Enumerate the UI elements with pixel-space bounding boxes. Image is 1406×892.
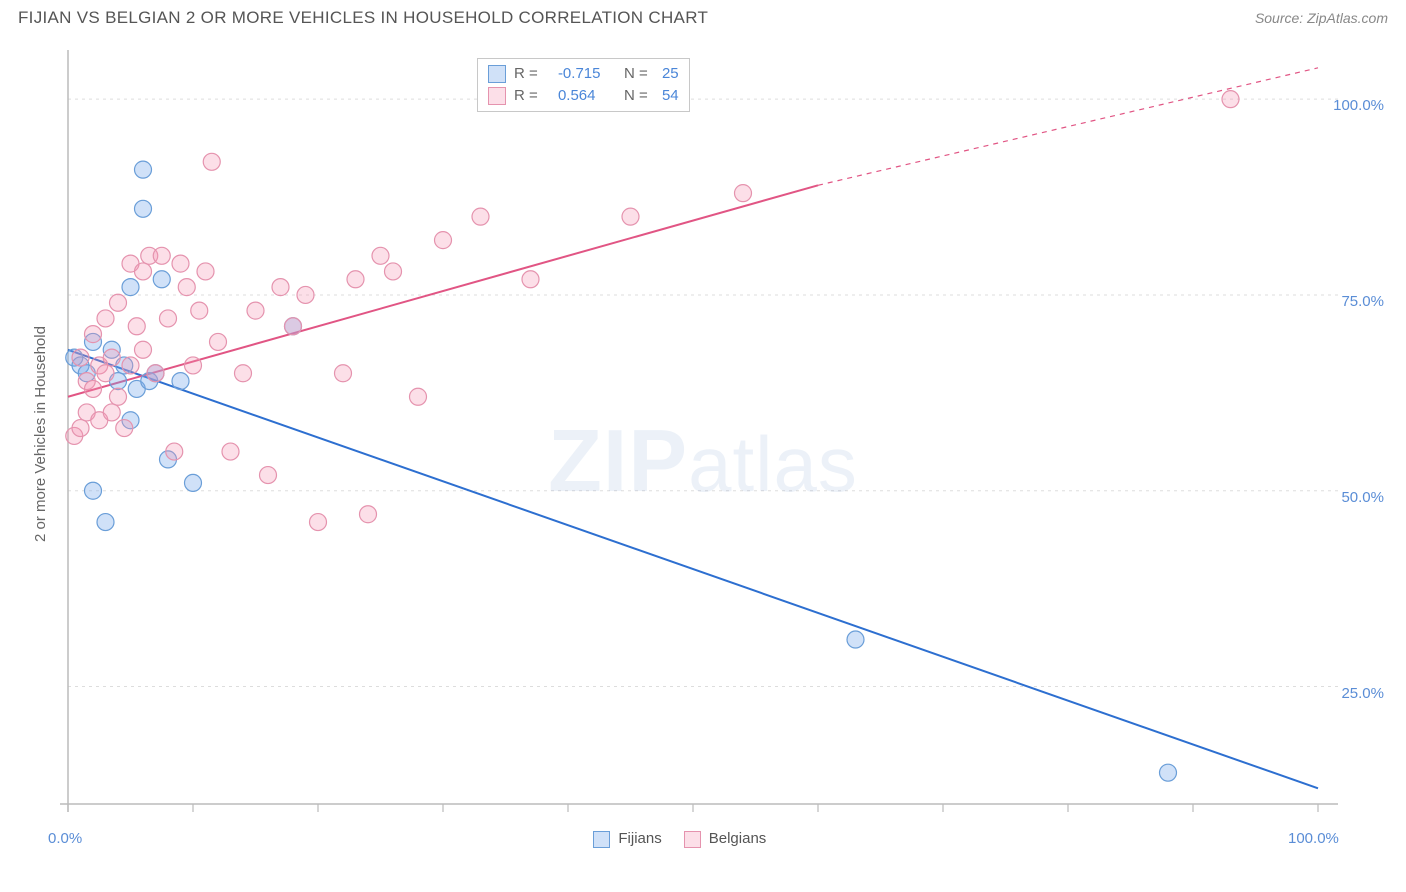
r-value: 0.564 — [558, 85, 616, 107]
x-tick-label-left: 0.0% — [48, 830, 82, 847]
n-label: N = — [624, 63, 654, 85]
stat-legend-row: R = -0.715 N = 25 — [488, 63, 679, 85]
legend-swatch — [488, 65, 506, 83]
correlation-stats-legend: R = -0.715 N = 25 R = 0.564 N = 54 — [477, 58, 690, 112]
legend-swatch — [593, 831, 610, 848]
r-value: -0.715 — [558, 63, 616, 85]
n-value: 25 — [662, 63, 679, 85]
chart-title: FIJIAN VS BELGIAN 2 OR MORE VEHICLES IN … — [18, 8, 708, 28]
scatter-chart-svg — [18, 44, 1388, 878]
title-bar: FIJIAN VS BELGIAN 2 OR MORE VEHICLES IN … — [0, 0, 1406, 36]
y-tick-label: 100.0% — [1333, 97, 1384, 114]
r-label: R = — [514, 63, 550, 85]
series-name: Fijians — [618, 828, 661, 850]
y-axis-label: 2 or more Vehicles in Household — [32, 326, 49, 542]
source-link[interactable]: ZipAtlas.com — [1307, 10, 1388, 26]
n-label: N = — [624, 85, 654, 107]
legend-swatch — [684, 831, 701, 848]
series-legend-item[interactable]: Belgians — [684, 828, 767, 850]
y-tick-label: 50.0% — [1341, 489, 1384, 506]
series-legend: Fijians Belgians — [593, 828, 766, 850]
y-tick-label: 75.0% — [1341, 293, 1384, 310]
series-legend-item[interactable]: Fijians — [593, 828, 661, 850]
chart-area: ZIPatlas 2 or more Vehicles in Household… — [18, 44, 1388, 878]
source-label: Source: — [1255, 10, 1307, 26]
r-label: R = — [514, 85, 550, 107]
y-tick-label: 25.0% — [1341, 685, 1384, 702]
n-value: 54 — [662, 85, 679, 107]
legend-swatch — [488, 87, 506, 105]
x-tick-label-right: 100.0% — [1288, 830, 1339, 847]
stat-legend-row: R = 0.564 N = 54 — [488, 85, 679, 107]
source-attribution: Source: ZipAtlas.com — [1255, 10, 1388, 26]
series-name: Belgians — [709, 828, 767, 850]
